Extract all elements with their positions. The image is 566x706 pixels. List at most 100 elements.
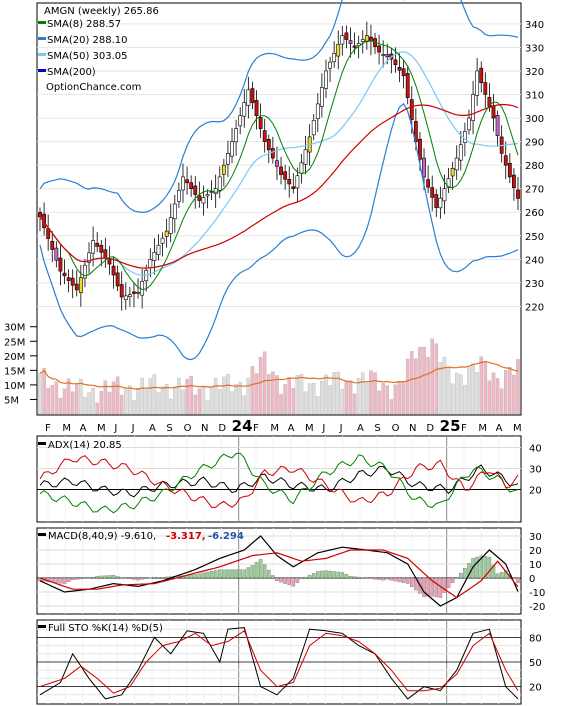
macd-histogram-bar <box>197 573 202 579</box>
macd-histogram-bar <box>328 570 332 579</box>
macd-histogram-bar <box>332 571 336 579</box>
macd-histogram-bar <box>377 577 381 580</box>
volume-bar <box>307 383 312 415</box>
candle-body <box>442 188 447 202</box>
candle-body <box>78 277 83 293</box>
volume-bar <box>336 371 340 415</box>
candle-body <box>385 54 390 58</box>
volume-bar <box>50 385 55 415</box>
macd-histogram-bar <box>291 577 296 587</box>
candle-body <box>119 284 124 298</box>
macd-histogram-bar <box>75 577 79 580</box>
macd-histogram-bar <box>148 577 153 579</box>
adx-series-line <box>39 452 519 514</box>
candle-body <box>115 272 120 287</box>
candle-body <box>238 115 243 127</box>
volume-bar <box>103 380 108 415</box>
candle-body <box>512 174 516 188</box>
macd-histogram-bar <box>454 577 459 579</box>
macd-histogram-bar <box>389 577 394 581</box>
macd-histogram-bar <box>516 577 520 583</box>
macd-histogram-bar <box>87 577 91 579</box>
candle-body <box>270 148 275 159</box>
candle-body <box>409 99 414 120</box>
candle-body <box>54 247 59 261</box>
price-tick-label: 230 <box>525 279 544 290</box>
legend-sma20: SMA(20) 288.10 <box>47 35 128 46</box>
macd-histogram-bar <box>213 570 218 579</box>
macd-histogram-bar <box>373 577 377 580</box>
macd-histogram-bar <box>369 577 373 579</box>
macd-line-value: -3.317, <box>166 531 206 542</box>
volume-bar <box>516 359 520 415</box>
macd-histogram-bar <box>54 577 59 583</box>
macd-histogram-bar <box>401 577 406 583</box>
volume-bar <box>303 391 308 415</box>
macd-histogram-bar <box>320 570 324 579</box>
volume-bar <box>246 377 251 415</box>
price-tick-label: 270 <box>525 185 544 196</box>
macd-histogram-bar <box>119 577 124 579</box>
volume-bar <box>381 383 385 415</box>
price-tick-label: 250 <box>525 232 544 243</box>
volume-bar <box>62 388 67 415</box>
volume-bar <box>168 398 173 415</box>
candle-body <box>418 138 422 160</box>
volume-bar <box>242 395 247 415</box>
volume-bar <box>434 343 439 415</box>
candle-body <box>405 73 410 98</box>
macd-panel-frame <box>36 527 522 615</box>
macd-histogram-bar <box>62 577 67 584</box>
candle-body <box>83 264 87 279</box>
x-tick-label: F <box>253 423 259 434</box>
macd-histogram-bar <box>348 575 353 579</box>
macd-histogram-bar <box>205 571 210 579</box>
candle-body <box>450 167 455 177</box>
macd-histogram-bar <box>95 575 99 579</box>
macd-histogram-bar <box>471 558 475 579</box>
candle-body <box>479 67 484 84</box>
price-panel-frame <box>36 2 522 416</box>
volume-bar <box>160 386 165 415</box>
macd-histogram-bar <box>209 571 214 579</box>
candle-body <box>279 166 283 175</box>
candle-body <box>275 160 279 167</box>
x-tick-label: S <box>166 423 172 434</box>
x-tick-label: A <box>149 423 156 434</box>
macd-histogram-bar <box>66 577 71 582</box>
x-tick-label: A <box>288 423 295 434</box>
candle-body <box>62 272 67 277</box>
macd-signal-value: -6.294 <box>208 531 244 542</box>
volume-bar <box>115 376 120 415</box>
macd-histogram-bar <box>303 576 308 579</box>
volume-bar <box>499 388 504 415</box>
macd-histogram-bar <box>450 577 455 584</box>
x-tick-label: F <box>45 423 51 434</box>
macd-histogram-bar <box>144 577 148 579</box>
volume-bar <box>173 386 177 415</box>
volume-bar <box>512 374 516 415</box>
macd-histogram-bar <box>279 577 283 583</box>
candle-body <box>299 162 304 174</box>
candle-body <box>336 44 341 57</box>
volume-bar <box>283 384 287 415</box>
candle-body <box>360 39 365 42</box>
x-tick-label: M <box>62 423 71 434</box>
macd-histogram-bar <box>140 577 144 580</box>
macd-tick-label: -20 <box>529 602 545 613</box>
macd-histogram-bar <box>91 576 95 579</box>
volume-bar <box>128 385 132 415</box>
volume-bar <box>361 372 365 415</box>
volume-bar <box>369 370 373 415</box>
macd-histogram-bar <box>442 577 447 593</box>
candle-body <box>397 66 402 71</box>
macd-histogram-bar <box>218 569 222 579</box>
candle-body <box>340 35 345 45</box>
macd-histogram-bar <box>193 574 197 579</box>
macd-tick-label: 10 <box>529 560 542 571</box>
candle-body <box>140 281 145 296</box>
candle-body <box>262 130 267 142</box>
macd-histogram-bar <box>393 577 398 582</box>
macd-histogram-bar <box>307 575 312 579</box>
volume-bar <box>373 372 377 415</box>
